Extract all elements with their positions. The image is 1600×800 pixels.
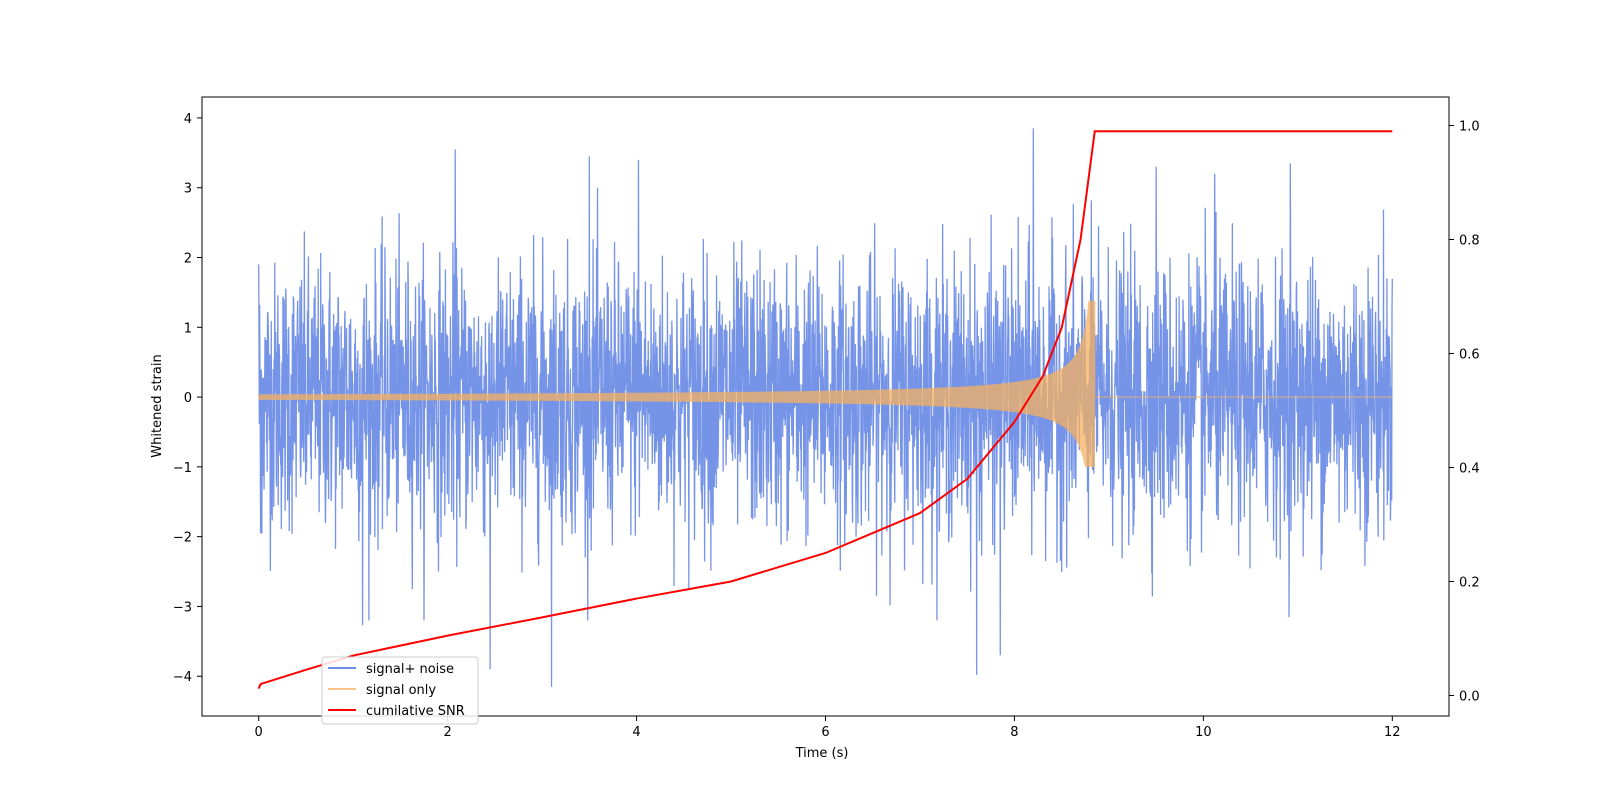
- y-tick-label: −2: [173, 531, 192, 546]
- legend-label-signal-only: signal only: [366, 683, 436, 698]
- legend-frame: [321, 656, 479, 725]
- x-tick-label: 0: [255, 725, 263, 740]
- y-tick-label: 3: [184, 182, 192, 197]
- legend-label-signal-noise: signal+ noise: [366, 662, 454, 677]
- y-tick-label: −3: [173, 600, 192, 615]
- series-cumulative-snr: [257, 130, 1393, 690]
- x-axis-label: Time (s): [795, 746, 849, 761]
- x-tick-label: 10: [1195, 725, 1212, 740]
- y2-tick-label: 0.0: [1459, 689, 1480, 704]
- y2-tick-label: 0.8: [1459, 233, 1480, 248]
- legend-label-cumulative-snr: cumilative SNR: [366, 704, 465, 719]
- y2-tick-label: 0.6: [1459, 347, 1480, 362]
- y-axis-right: 0.0 0.2 0.4 0.6 0.8 1.0: [1449, 119, 1480, 704]
- x-tick-label: 4: [632, 725, 640, 740]
- plot-area: [201, 96, 1450, 717]
- y2-tick-label: 0.2: [1459, 575, 1480, 590]
- y-tick-label: 2: [184, 252, 192, 267]
- y-tick-label: 0: [184, 391, 192, 406]
- y2-tick-label: 1.0: [1459, 119, 1480, 134]
- x-tick-label: 12: [1384, 725, 1401, 740]
- y2-tick-label: 0.4: [1459, 461, 1480, 476]
- legend: signal+ noise signal only cumilative SNR: [321, 656, 479, 725]
- x-tick-label: 6: [821, 725, 829, 740]
- series-layer: [257, 128, 1393, 690]
- y-axis-left: −4 −3 −2 −1 0 1 2 3 4: [173, 112, 202, 685]
- y-tick-label: 4: [184, 112, 192, 127]
- series-signal-only: [258, 300, 1393, 467]
- x-tick-label: 2: [443, 725, 451, 740]
- y-tick-label: −1: [173, 461, 192, 476]
- y-tick-label: 1: [184, 321, 192, 336]
- x-tick-label: 8: [1010, 725, 1018, 740]
- series-signal-noise: [258, 128, 1393, 687]
- y-tick-label: −4: [173, 670, 192, 685]
- y-axis-label: Whitened strain: [150, 354, 165, 457]
